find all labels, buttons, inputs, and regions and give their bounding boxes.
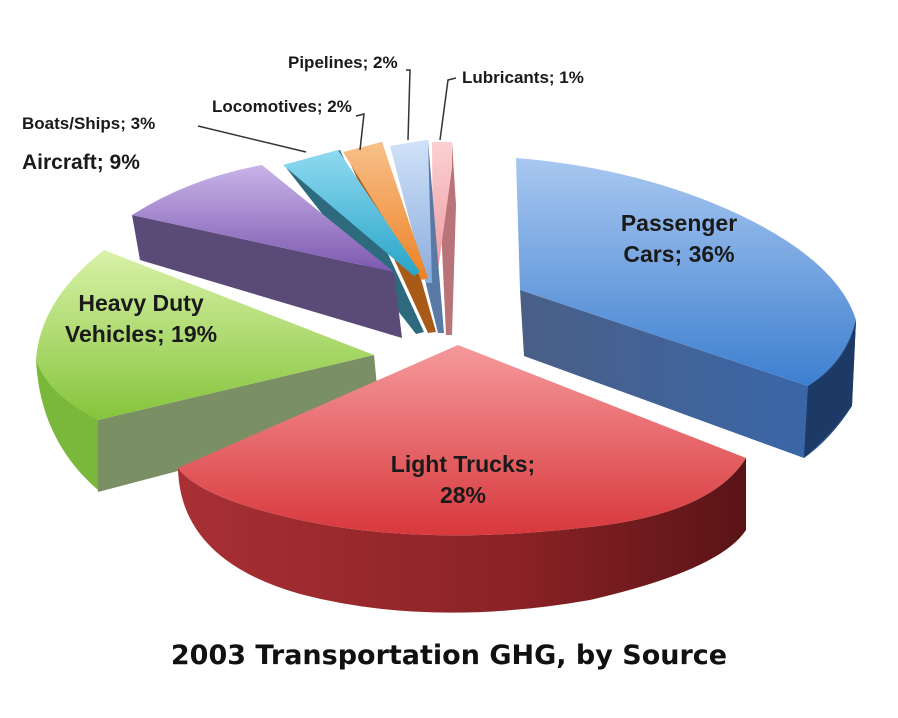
leader-lines [197,69,457,153]
slice-lubricants-top [432,142,452,278]
label-pipelines: Pipelines; 2% [288,53,398,72]
slice-boats-ships-top [283,150,420,276]
label-lubricants: Lubricants; 1% [462,68,584,87]
slice-passenger-cars-wedge-side [804,320,856,458]
slice-pipelines [390,140,444,333]
slice-light-trucks-top [178,345,746,536]
label-heavy-duty-line1: Heavy Duty [78,290,203,316]
slice-aircraft [132,165,402,338]
slice-heavy-duty-vehicles-top [36,250,374,420]
leader-boats-ships [197,125,307,153]
slice-heavy-duty-vehicles [36,250,380,492]
pie-chart: Passenger Cars; 36% Light Trucks; 28% He… [22,53,856,613]
slice-lubricants [432,142,456,335]
slice-passenger-cars [516,158,856,458]
slice-aircraft-top [132,165,394,272]
slice-light-trucks-side [178,458,746,613]
leader-locomotives [355,113,365,151]
leader-pipelines [406,69,411,141]
label-light-trucks-line2: 28% [440,482,486,508]
label-passenger-cars-line2: Cars; 36% [623,241,734,267]
chart-title: 2003 Transportation GHG, by Source [170,640,728,671]
slice-heavy-duty-vehicles-front [98,355,380,492]
label-boats-ships: Boats/Ships; 3% [22,114,155,133]
label-locomotives: Locomotives; 2% [212,97,352,116]
label-heavy-duty-line2: Vehicles; 19% [65,321,217,347]
label-passenger-cars-line1: Passenger [621,210,737,236]
slice-locomotives-top [343,142,428,280]
leader-lubricants [439,77,457,141]
label-light-trucks-line1: Light Trucks; [391,451,535,477]
slice-light-trucks [178,345,746,613]
slice-aircraft-side [132,215,402,338]
label-aircraft: Aircraft; 9% [22,151,140,174]
slice-passenger-cars-top [516,158,856,386]
slice-lubricants-side [432,142,456,335]
slice-pipelines-top [390,140,432,283]
slice-heavy-duty-vehicles-side [36,360,98,490]
slice-passenger-cars-side [520,290,856,458]
